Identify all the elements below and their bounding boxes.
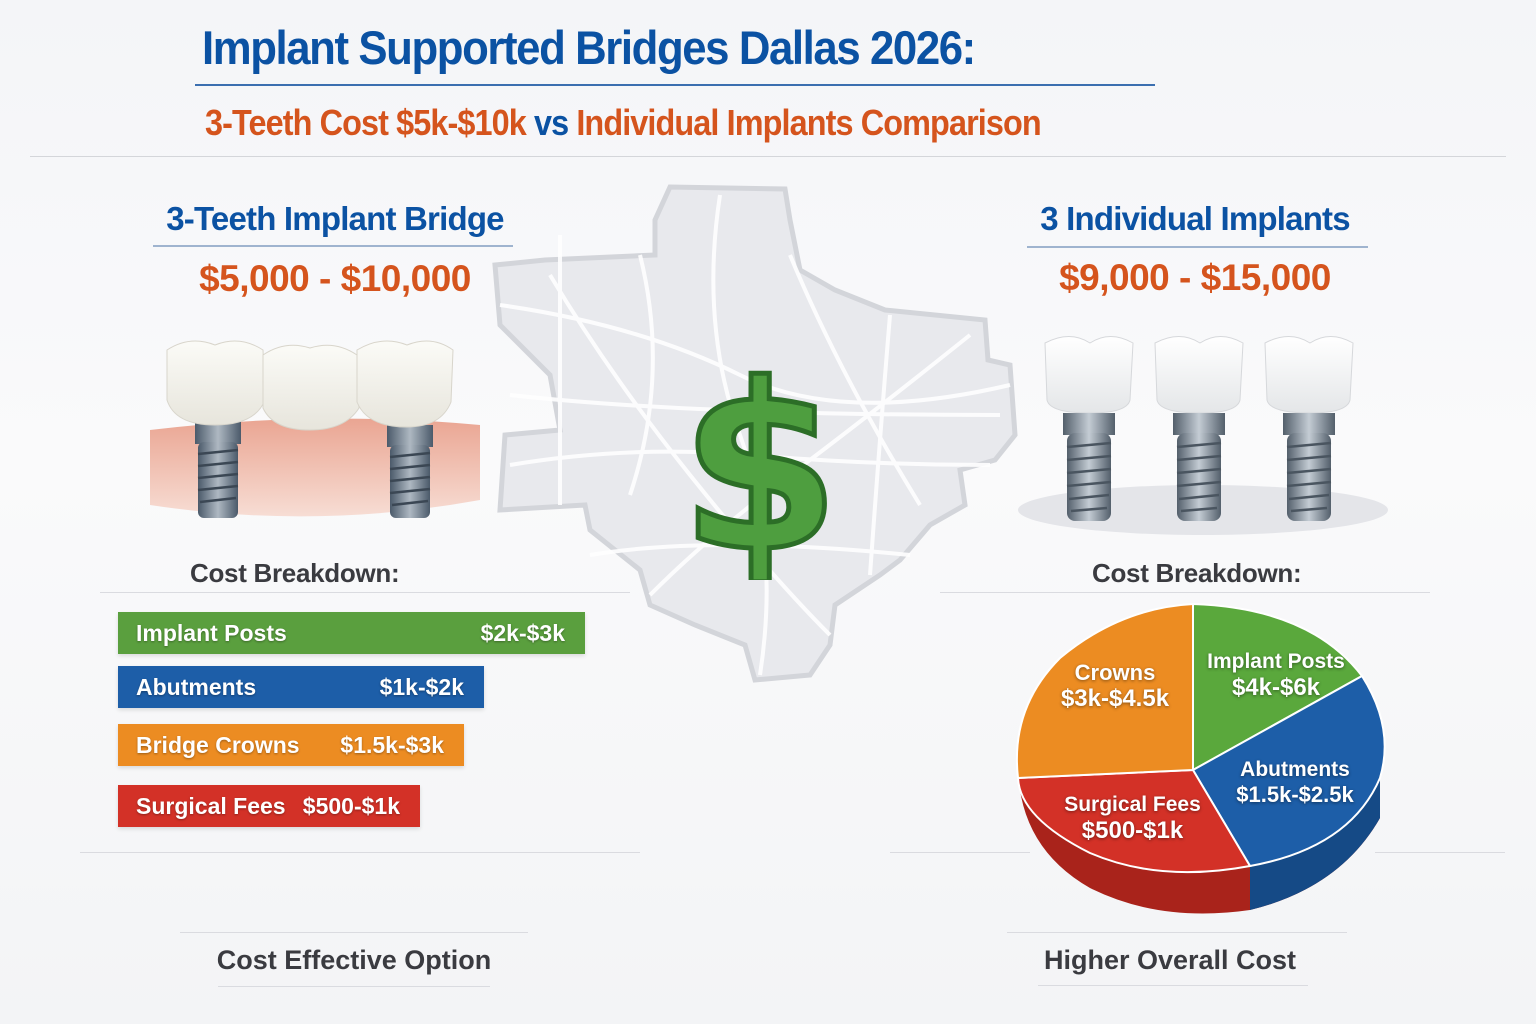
pie-slice-value: $4k-$6k	[1231, 674, 1321, 702]
pie-slice-value: $3k-$4.5k	[1060, 685, 1170, 713]
bar-abutments: Abutments $1k-$2k	[118, 666, 484, 708]
left-breakdown-label: Cost Breakdown:	[190, 558, 400, 588]
pie-slice-value: $500-$1k	[1081, 817, 1184, 845]
right-bottom-rule-top	[1007, 932, 1347, 933]
right-price: $9,000 - $15,000	[1059, 257, 1331, 298]
bar-label: Implant Posts	[136, 619, 287, 646]
right-breakdown-label: Cost Breakdown:	[1092, 558, 1302, 588]
right-breakdown-rule	[940, 592, 1430, 593]
implant-bridge-illustration	[145, 330, 485, 525]
dallas-map	[490, 175, 1030, 715]
map-outline	[492, 184, 1018, 683]
right-mid-rule-left	[890, 852, 1030, 853]
page-subtitle: 3-Teeth Cost $5k-$10k vs Individual Impl…	[205, 102, 1042, 144]
pie-label-crowns: Crowns $3k-$4.5k	[1040, 660, 1190, 713]
header-divider	[30, 156, 1506, 157]
pie-slice-name: Implant Posts	[1207, 650, 1345, 673]
pie-slice-name: Crowns	[1074, 660, 1156, 685]
left-heading-rule	[153, 245, 513, 247]
pie-label-surgical-fees: Surgical Fees $500-$1k	[1060, 793, 1205, 845]
pie-label-implant-posts: Implant Posts $4k-$6k	[1206, 650, 1346, 702]
svg-text:$: $	[680, 350, 840, 580]
subtitle-part1: 3-Teeth Cost $5k-$10k	[205, 102, 527, 143]
left-price: $5,000 - $10,000	[199, 258, 471, 299]
right-bottom-label: Higher Overall Cost	[1043, 945, 1297, 975]
right-bottom-rule	[1038, 985, 1308, 986]
left-heading: 3-Teeth Implant Bridge	[166, 200, 504, 237]
subtitle-part2: Individual Implants Comparison	[576, 102, 1041, 143]
pie-slice-name: Surgical Fees	[1064, 793, 1201, 816]
dollar-sign-icon: $	[677, 334, 842, 606]
title-underline	[195, 84, 1155, 86]
page-title: Implant Supported Bridges Dallas 2026:	[202, 21, 976, 74]
left-bottom-label: Cost Effective Option	[216, 945, 492, 975]
bar-label: Bridge Crowns	[136, 731, 300, 758]
implant-2	[1154, 336, 1244, 521]
bar-value: $1k-$2k	[379, 673, 464, 700]
pie-label-abutments: Abutments $1.5k-$2.5k	[1225, 758, 1365, 807]
pie-slice-value: $1.5k-$2.5k	[1236, 782, 1354, 808]
subtitle-vs: vs	[533, 102, 569, 143]
cost-pie-chart: Implant Posts $4k-$6k Abutments $1.5k-$2…	[1010, 598, 1390, 928]
left-bottom-rule-top	[180, 932, 528, 933]
left-bottom-rule	[218, 986, 490, 987]
bar-label: Abutments	[136, 673, 257, 700]
individual-implants-illustration	[1015, 325, 1390, 535]
left-breakdown-rule	[100, 592, 630, 593]
bar-value: $1.5k-$3k	[340, 731, 444, 758]
implant-3	[1264, 336, 1354, 521]
bar-implant-posts: Implant Posts $2k-$3k	[118, 612, 585, 654]
right-heading: 3 Individual Implants	[1040, 200, 1350, 237]
implant-1	[1044, 336, 1134, 521]
bar-label: Surgical Fees	[136, 792, 286, 819]
bar-bridge-crowns: Bridge Crowns $1.5k-$3k	[118, 724, 464, 766]
bar-value: $2k-$3k	[480, 619, 565, 646]
bar-value: $500-$1k	[302, 792, 400, 819]
left-mid-rule	[80, 852, 640, 853]
right-mid-rule-right	[1375, 852, 1505, 853]
bar-surgical-fees: Surgical Fees $500-$1k	[118, 785, 420, 827]
pie-slice-name: Abutments	[1240, 758, 1350, 781]
right-heading-rule	[1027, 246, 1368, 248]
